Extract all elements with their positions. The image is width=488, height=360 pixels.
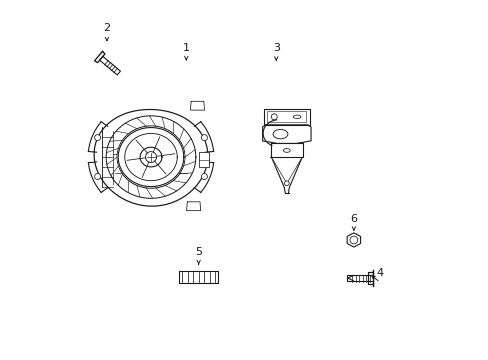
Ellipse shape	[293, 115, 300, 118]
Circle shape	[271, 114, 277, 120]
Ellipse shape	[272, 130, 287, 139]
Polygon shape	[346, 233, 360, 247]
Text: 4: 4	[376, 269, 383, 279]
Polygon shape	[263, 109, 309, 125]
Text: 6: 6	[349, 214, 357, 224]
Ellipse shape	[283, 149, 290, 152]
FancyBboxPatch shape	[199, 152, 208, 167]
Circle shape	[94, 174, 101, 180]
Polygon shape	[106, 116, 196, 198]
Polygon shape	[270, 143, 302, 157]
Text: 1: 1	[183, 43, 189, 53]
Polygon shape	[346, 275, 372, 281]
Circle shape	[349, 236, 357, 244]
Polygon shape	[94, 109, 207, 206]
Polygon shape	[367, 273, 372, 284]
Polygon shape	[94, 51, 105, 63]
Text: 2: 2	[103, 23, 110, 33]
Polygon shape	[262, 125, 310, 143]
Text: 5: 5	[195, 247, 202, 257]
Polygon shape	[118, 127, 183, 186]
Circle shape	[284, 181, 288, 185]
Polygon shape	[117, 126, 184, 188]
Circle shape	[201, 135, 207, 141]
Circle shape	[94, 135, 101, 141]
Text: 3: 3	[272, 43, 279, 53]
Polygon shape	[140, 147, 162, 167]
Polygon shape	[100, 57, 120, 75]
Polygon shape	[179, 271, 218, 283]
Circle shape	[201, 174, 207, 180]
